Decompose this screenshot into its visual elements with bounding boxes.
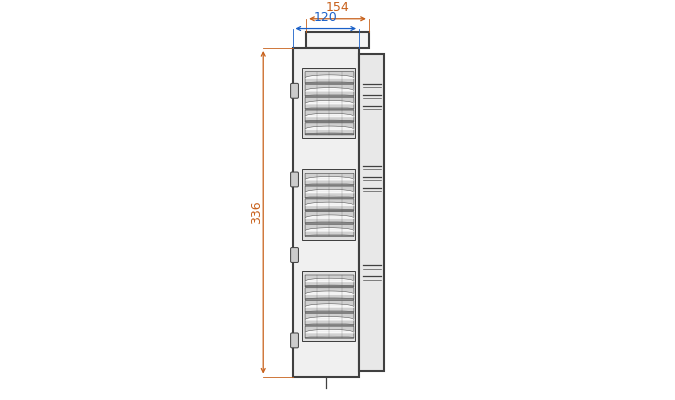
Bar — [306, 133, 354, 134]
FancyBboxPatch shape — [305, 224, 354, 236]
Bar — [306, 285, 354, 287]
Bar — [306, 298, 354, 300]
FancyBboxPatch shape — [305, 313, 354, 326]
FancyBboxPatch shape — [305, 186, 354, 198]
Bar — [306, 222, 354, 223]
Bar — [306, 235, 354, 236]
Text: 120: 120 — [314, 11, 338, 24]
FancyBboxPatch shape — [305, 199, 354, 211]
Bar — [306, 108, 354, 109]
Bar — [306, 95, 354, 96]
Bar — [302, 68, 355, 138]
FancyBboxPatch shape — [291, 248, 298, 262]
FancyBboxPatch shape — [291, 83, 298, 98]
Bar — [292, 48, 359, 376]
FancyBboxPatch shape — [291, 333, 298, 348]
FancyBboxPatch shape — [305, 97, 354, 109]
FancyBboxPatch shape — [305, 300, 354, 313]
FancyBboxPatch shape — [305, 288, 354, 300]
Bar — [302, 169, 355, 240]
Bar — [306, 336, 354, 338]
FancyBboxPatch shape — [305, 123, 354, 135]
Bar — [306, 324, 354, 325]
FancyBboxPatch shape — [305, 275, 354, 287]
FancyBboxPatch shape — [305, 110, 354, 122]
Bar — [306, 82, 354, 83]
FancyBboxPatch shape — [305, 173, 354, 185]
Bar — [302, 271, 355, 341]
FancyBboxPatch shape — [305, 212, 354, 224]
Bar — [306, 32, 369, 48]
Text: 154: 154 — [325, 1, 350, 14]
Bar — [306, 311, 354, 312]
FancyBboxPatch shape — [305, 326, 354, 338]
Bar — [306, 196, 354, 198]
Bar — [306, 184, 354, 185]
Text: 336: 336 — [250, 200, 263, 224]
FancyBboxPatch shape — [305, 84, 354, 96]
Bar — [359, 54, 385, 371]
Bar — [306, 209, 354, 210]
FancyBboxPatch shape — [291, 172, 298, 187]
Bar — [306, 120, 354, 122]
FancyBboxPatch shape — [305, 72, 354, 84]
